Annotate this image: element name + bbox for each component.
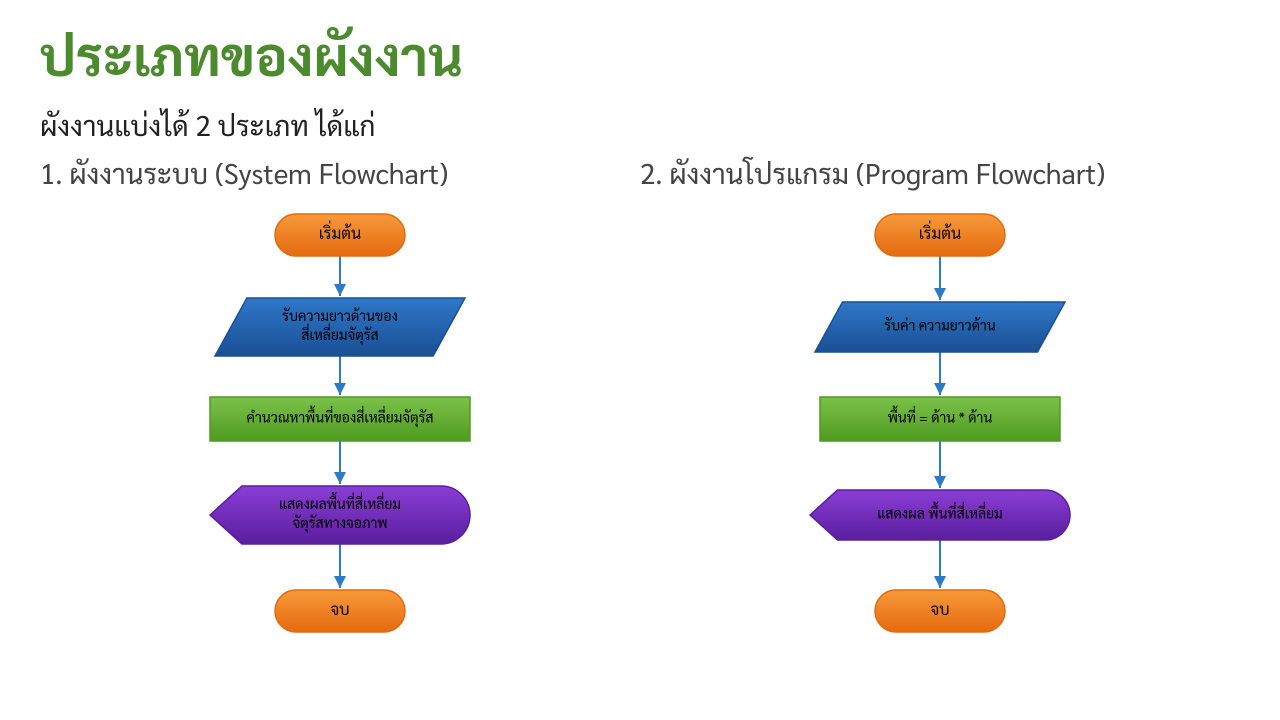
column-program-flowchart: 2. ผังงานโปรแกรม (Program Flowchart) เริ… [640, 155, 1240, 679]
flow-node-label: รับความยาวด้านของ [282, 307, 398, 325]
flow-node-input: รับค่า ความยาวด้าน [815, 302, 1065, 352]
flow-node-start: เริ่มต้น [275, 214, 405, 256]
flow-node-label: เริ่มต้น [919, 220, 961, 243]
flow-node-output: แสดงผลพื้นที่สี่เหลี่ยมจัตุรัสทางจอภาพ [210, 486, 470, 544]
flow-node-end: จบ [275, 590, 405, 632]
program-flowchart-svg: เริ่มต้นรับค่า ความยาวด้านพื้นที่ = ด้าน… [760, 209, 1120, 679]
column-heading: 1. ผังงานระบบ (System Flowchart) [40, 155, 640, 191]
flow-node-label: คำนวณหาพื้นที่ของสี่เหลี่ยมจัตุรัส [247, 406, 434, 428]
column-system-flowchart: 1. ผังงานระบบ (System Flowchart) เริ่มต้… [40, 155, 640, 679]
flow-node-process: พื้นที่ = ด้าน * ด้าน [820, 397, 1060, 441]
flow-node-label: เริ่มต้น [319, 220, 361, 243]
flow-node-input: รับความยาวด้านของสี่เหลี่ยมจัตุรัส [215, 298, 465, 356]
system-flowchart-svg: เริ่มต้นรับความยาวด้านของสี่เหลี่ยมจัตุร… [160, 209, 520, 679]
flow-node-label: แสดงผลพื้นที่สี่เหลี่ยม [279, 492, 401, 513]
flow-node-label: จบ [930, 598, 949, 619]
flow-node-label: แสดงผล พื้นที่สี่เหลี่ยม [877, 502, 1002, 523]
flow-node-label: พื้นที่ = ด้าน * ด้าน [888, 406, 993, 427]
flow-node-start: เริ่มต้น [875, 214, 1005, 256]
columns-container: 1. ผังงานระบบ (System Flowchart) เริ่มต้… [0, 143, 1280, 679]
flow-node-process: คำนวณหาพื้นที่ของสี่เหลี่ยมจัตุรัส [210, 397, 470, 441]
column-heading: 2. ผังงานโปรแกรม (Program Flowchart) [640, 155, 1240, 191]
page-title: ประเภทของผังงาน [0, 0, 1280, 89]
flow-node-end: จบ [875, 590, 1005, 632]
flow-node-label: สี่เหลี่ยมจัตุรัส [301, 323, 378, 345]
flow-node-label: รับค่า ความยาวด้าน [884, 317, 995, 335]
flow-node-output: แสดงผล พื้นที่สี่เหลี่ยม [810, 490, 1070, 540]
page-subtitle: ผังงานแบ่งได้ 2 ประเภท ได้แก่ [0, 89, 1280, 143]
flow-node-label: จัตุรัสทางจอภาพ [292, 514, 387, 533]
flow-node-label: จบ [330, 598, 349, 619]
